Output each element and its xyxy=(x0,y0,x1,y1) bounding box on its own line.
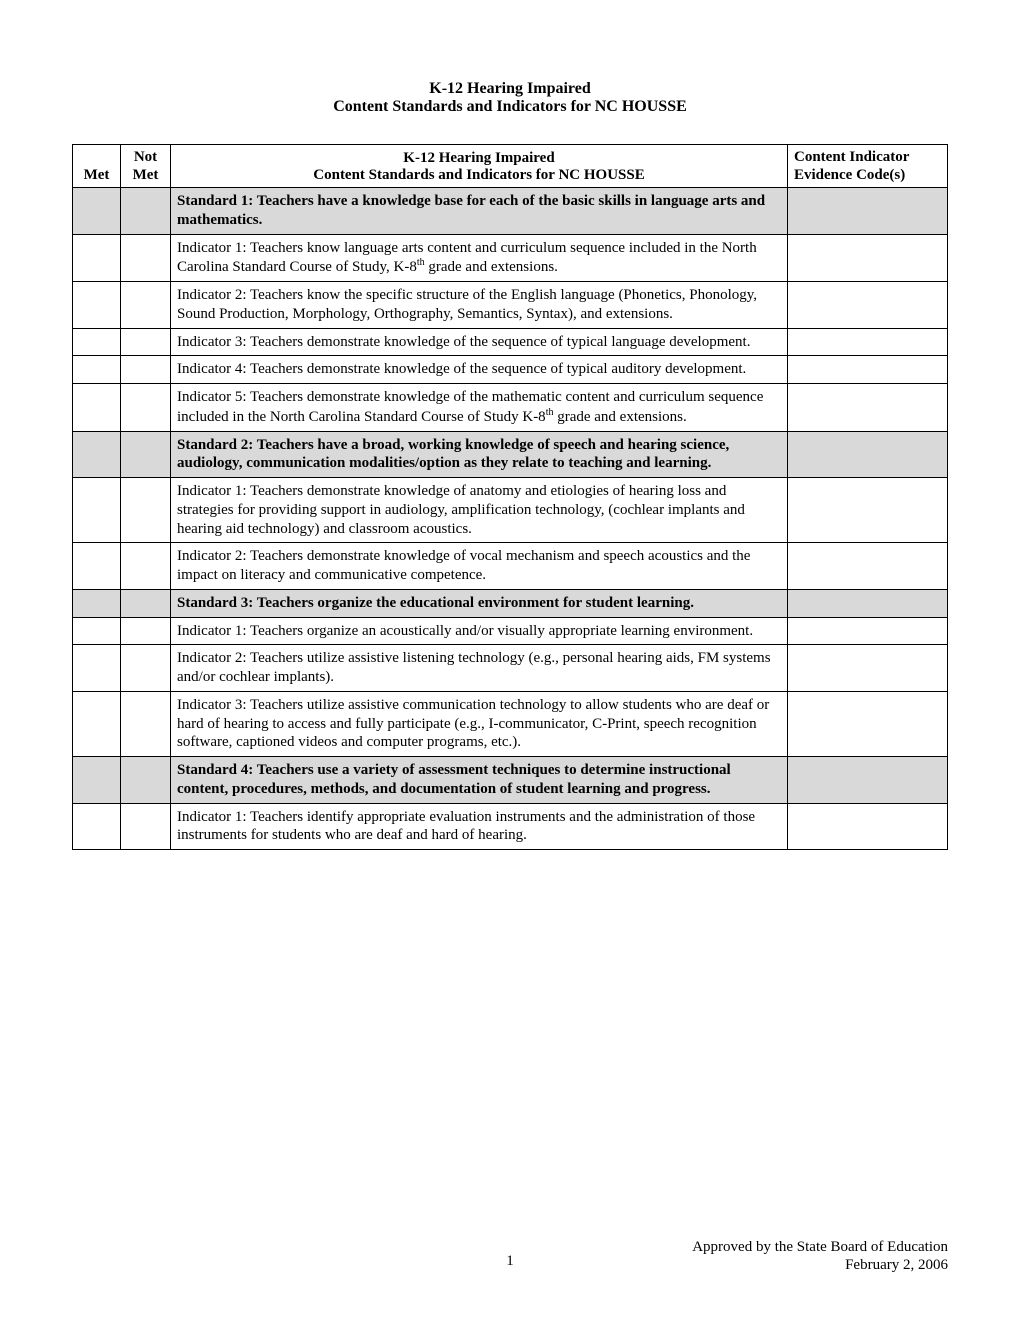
evidence-cell xyxy=(788,803,948,850)
content-cell: Standard 1: Teachers have a knowledge ba… xyxy=(171,188,788,235)
not-met-cell xyxy=(121,617,171,645)
evidence-cell xyxy=(788,282,948,329)
header-evidence: Content IndicatorEvidence Code(s) xyxy=(788,145,948,188)
content-cell: Indicator 1: Teachers organize an acoust… xyxy=(171,617,788,645)
content-cell: Standard 2: Teachers have a broad, worki… xyxy=(171,431,788,478)
met-cell xyxy=(73,478,121,543)
table-row: Indicator 5: Teachers demonstrate knowle… xyxy=(73,384,948,432)
evidence-cell xyxy=(788,757,948,804)
not-met-cell xyxy=(121,356,171,384)
content-cell: Indicator 2: Teachers utilize assistive … xyxy=(171,645,788,692)
header-not-met: NotMet xyxy=(121,145,171,188)
not-met-cell xyxy=(121,543,171,590)
met-cell xyxy=(73,589,121,617)
not-met-cell xyxy=(121,328,171,356)
table-row: Standard 4: Teachers use a variety of as… xyxy=(73,757,948,804)
evidence-cell xyxy=(788,617,948,645)
table-row: Indicator 2: Teachers utilize assistive … xyxy=(73,645,948,692)
content-cell: Indicator 1: Teachers identify appropria… xyxy=(171,803,788,850)
not-met-cell xyxy=(121,234,171,282)
not-met-cell xyxy=(121,691,171,756)
met-cell xyxy=(73,356,121,384)
table-row: Standard 1: Teachers have a knowledge ba… xyxy=(73,188,948,235)
title-line-1: K-12 Hearing Impaired xyxy=(72,80,948,98)
not-met-cell xyxy=(121,431,171,478)
content-cell: Indicator 5: Teachers demonstrate knowle… xyxy=(171,384,788,432)
table-row: Indicator 1: Teachers organize an acoust… xyxy=(73,617,948,645)
content-cell: Indicator 1: Teachers know language arts… xyxy=(171,234,788,282)
met-cell xyxy=(73,282,121,329)
content-cell: Indicator 3: Teachers demonstrate knowle… xyxy=(171,328,788,356)
not-met-cell xyxy=(121,589,171,617)
evidence-cell xyxy=(788,328,948,356)
table-row: Indicator 4: Teachers demonstrate knowle… xyxy=(73,356,948,384)
met-cell xyxy=(73,188,121,235)
met-cell xyxy=(73,617,121,645)
footer-approval: Approved by the State Board of Education… xyxy=(692,1238,948,1274)
table-header-row: Met NotMet K-12 Hearing ImpairedContent … xyxy=(73,145,948,188)
content-cell: Standard 3: Teachers organize the educat… xyxy=(171,589,788,617)
content-cell: Standard 4: Teachers use a variety of as… xyxy=(171,757,788,804)
met-cell xyxy=(73,328,121,356)
table-row: Standard 2: Teachers have a broad, worki… xyxy=(73,431,948,478)
table-row: Indicator 3: Teachers demonstrate knowle… xyxy=(73,328,948,356)
table-row: Standard 3: Teachers organize the educat… xyxy=(73,589,948,617)
evidence-cell xyxy=(788,356,948,384)
table-row: Indicator 1: Teachers identify appropria… xyxy=(73,803,948,850)
met-cell xyxy=(73,803,121,850)
not-met-cell xyxy=(121,645,171,692)
title-line-2: Content Standards and Indicators for NC … xyxy=(72,98,948,116)
table-row: Indicator 2: Teachers know the specific … xyxy=(73,282,948,329)
page-title: K-12 Hearing Impaired Content Standards … xyxy=(72,80,948,116)
evidence-cell xyxy=(788,431,948,478)
met-cell xyxy=(73,645,121,692)
table-body: Standard 1: Teachers have a knowledge ba… xyxy=(73,188,948,850)
evidence-cell xyxy=(788,234,948,282)
not-met-cell xyxy=(121,803,171,850)
content-cell: Indicator 1: Teachers demonstrate knowle… xyxy=(171,478,788,543)
evidence-cell xyxy=(788,188,948,235)
not-met-cell xyxy=(121,282,171,329)
not-met-cell xyxy=(121,188,171,235)
header-met: Met xyxy=(73,145,121,188)
evidence-cell xyxy=(788,384,948,432)
content-cell: Indicator 2: Teachers know the specific … xyxy=(171,282,788,329)
table-row: Indicator 1: Teachers demonstrate knowle… xyxy=(73,478,948,543)
evidence-cell xyxy=(788,543,948,590)
content-cell: Indicator 4: Teachers demonstrate knowle… xyxy=(171,356,788,384)
standards-table: Met NotMet K-12 Hearing ImpairedContent … xyxy=(72,144,948,850)
evidence-cell xyxy=(788,478,948,543)
table-row: Indicator 1: Teachers know language arts… xyxy=(73,234,948,282)
evidence-cell xyxy=(788,589,948,617)
evidence-cell xyxy=(788,645,948,692)
not-met-cell xyxy=(121,384,171,432)
evidence-cell xyxy=(788,691,948,756)
met-cell xyxy=(73,543,121,590)
content-cell: Indicator 2: Teachers demonstrate knowle… xyxy=(171,543,788,590)
met-cell xyxy=(73,757,121,804)
header-content: K-12 Hearing ImpairedContent Standards a… xyxy=(171,145,788,188)
table-row: Indicator 2: Teachers demonstrate knowle… xyxy=(73,543,948,590)
met-cell xyxy=(73,691,121,756)
content-cell: Indicator 3: Teachers utilize assistive … xyxy=(171,691,788,756)
met-cell xyxy=(73,234,121,282)
met-cell xyxy=(73,384,121,432)
not-met-cell xyxy=(121,478,171,543)
not-met-cell xyxy=(121,757,171,804)
table-row: Indicator 3: Teachers utilize assistive … xyxy=(73,691,948,756)
met-cell xyxy=(73,431,121,478)
